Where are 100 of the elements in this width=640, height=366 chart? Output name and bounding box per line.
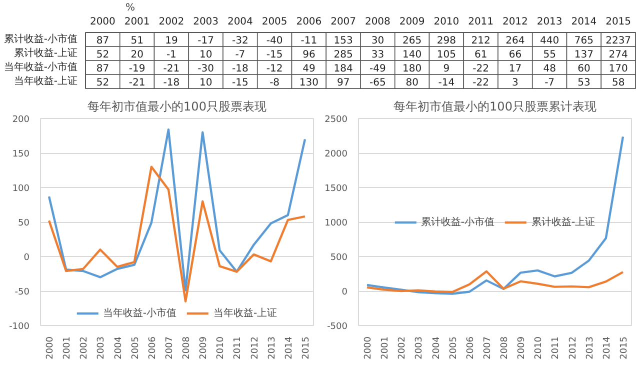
legend-label: 当年收益-上证 — [214, 306, 278, 320]
data-label: -19 — [128, 64, 146, 74]
x-tick-label: 2010 — [534, 336, 544, 360]
x-tick-label: 2015 — [619, 336, 630, 360]
data-label: -12 — [266, 64, 283, 74]
data-label: -11 — [300, 36, 318, 46]
y-tick-label: 200 — [12, 115, 30, 125]
data-label: 61 — [474, 50, 488, 60]
data-label: 60 — [578, 64, 590, 74]
data-label: 48 — [543, 64, 556, 74]
legend-label: 当年收益-小市值 — [102, 306, 176, 320]
data-label: -15 — [232, 78, 248, 88]
x-tick-label: 2011 — [551, 336, 562, 360]
y-tick-label: 500 — [330, 253, 348, 263]
x-tick-label: 2012 — [502, 16, 528, 28]
y-tick-label: 50 — [18, 218, 30, 228]
x-tick-label: 2011 — [233, 336, 244, 360]
x-tick-label: 2003 — [193, 16, 219, 28]
data-label: 285 — [334, 50, 353, 60]
x-tick-label: 2013 — [267, 336, 278, 360]
x-tick-label: 2014 — [602, 336, 612, 360]
y-tick-label: 当年收益-上证 — [14, 75, 78, 87]
data-label: -21 — [163, 64, 180, 74]
y-tick-label: -50 — [14, 288, 30, 298]
x-tick-label: 2006 — [148, 336, 158, 360]
data-label: 765 — [574, 36, 594, 46]
x-tick-label: 2002 — [158, 16, 184, 28]
data-label: 52 — [96, 50, 110, 60]
data-label: -40 — [266, 36, 283, 46]
line-series — [48, 128, 306, 292]
x-tick-label: 2014 — [571, 16, 597, 28]
x-tick-label: 2006 — [296, 16, 322, 28]
data-label: 274 — [608, 50, 628, 60]
data-label: 440 — [540, 36, 560, 46]
x-tick-label: 2015 — [301, 336, 312, 360]
x-tick-label: 2007 — [330, 16, 356, 28]
y-tick-label: 当年收益-小市值 — [4, 61, 78, 73]
data-label: -7 — [544, 78, 555, 88]
y-tick-label: -100 — [9, 322, 30, 332]
y-tick-label: 1500 — [324, 184, 348, 194]
data-label: 66 — [508, 50, 522, 60]
data-label: 55 — [543, 50, 556, 60]
data-label: 52 — [96, 78, 110, 88]
data-label: 87 — [96, 36, 110, 46]
x-tick-label: 2013 — [585, 336, 596, 360]
data-label: 153 — [334, 36, 353, 46]
data-label: -18 — [232, 64, 248, 74]
x-tick-label: 2008 — [364, 16, 390, 28]
data-label: -8 — [270, 78, 280, 88]
data-label: 96 — [302, 50, 316, 60]
line-series — [366, 270, 624, 294]
data-label: 298 — [436, 36, 456, 46]
data-label: 212 — [471, 36, 490, 46]
x-tick-label: 2000 — [364, 336, 374, 360]
data-label: 170 — [608, 64, 628, 74]
data-label: 9 — [443, 64, 450, 74]
x-tick-label: 2004 — [114, 336, 124, 360]
data-label: 97 — [336, 78, 350, 88]
y-tick-label: 累计收益-小市值 — [4, 33, 78, 45]
chart-title: 每年初市值最小的100只股票表现 — [88, 100, 266, 114]
data-label: -49 — [370, 64, 386, 74]
x-tick-label: 2001 — [380, 336, 391, 360]
x-tick-label: 2013 — [536, 16, 562, 28]
data-label: -22 — [472, 78, 489, 88]
data-label: 3 — [512, 78, 518, 88]
x-tick-label: 2005 — [262, 16, 288, 28]
y-tick-label: 150 — [12, 150, 30, 160]
x-tick-label: 2004 — [432, 336, 442, 360]
x-tick-label: 2001 — [124, 16, 150, 28]
legend-label: 累计收益-上证 — [532, 216, 596, 228]
data-label: -14 — [438, 78, 455, 88]
data-label: 264 — [506, 36, 525, 46]
y-tick-label: 2000 — [324, 150, 348, 160]
x-tick-label: 2009 — [399, 16, 425, 28]
x-tick-label: 2003 — [414, 336, 425, 360]
x-tick-label: 2002 — [80, 336, 90, 360]
data-label: 53 — [578, 78, 590, 88]
x-tick-label: 2008 — [182, 336, 192, 360]
x-tick-label: 2009 — [517, 336, 528, 360]
x-tick-label: 2007 — [482, 336, 493, 360]
data-label: 105 — [436, 50, 456, 60]
data-label: -18 — [163, 78, 180, 88]
x-tick-label: 2012 — [250, 336, 260, 360]
x-tick-label: 2015 — [606, 16, 632, 28]
y-tick-label: 0 — [24, 253, 30, 263]
x-tick-label: 2012 — [568, 336, 578, 360]
data-label: 87 — [96, 64, 110, 74]
data-label: -32 — [232, 36, 248, 46]
y-tick-label: 100 — [12, 184, 30, 194]
data-label: 80 — [406, 78, 418, 88]
data-label: 51 — [130, 36, 144, 46]
x-tick-label: 2014 — [284, 336, 294, 360]
y-tick-label: 累计收益-上证 — [14, 47, 78, 59]
data-label: 2237 — [606, 36, 632, 46]
data-label: -15 — [266, 50, 283, 60]
data-label: -22 — [472, 64, 489, 74]
data-label: 20 — [130, 50, 144, 60]
x-tick-label: 2007 — [164, 336, 175, 360]
data-label: -17 — [198, 36, 214, 46]
chart-title: 每年初市值最小的100只股票累计表现 — [394, 100, 596, 114]
